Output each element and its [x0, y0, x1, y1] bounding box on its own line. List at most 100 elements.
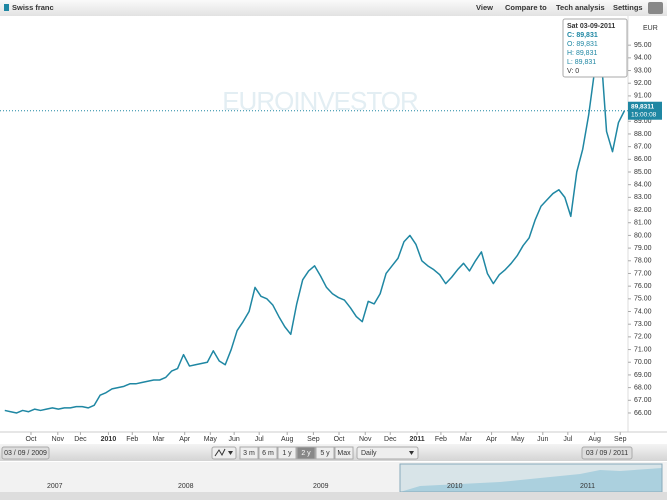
x-tick-label: Mar [152, 436, 165, 443]
chart-type-button[interactable] [211, 446, 237, 460]
y-tick-label: 72.00 [634, 334, 652, 341]
period-buttons: 3 m 6 m 1 y 2 y 5 y Max [239, 446, 354, 460]
interval-select[interactable] [356, 446, 419, 460]
to-date: 03 / 09 / 2011 [586, 450, 628, 457]
menu-item[interactable]: Settings [613, 3, 643, 12]
series-swatch [4, 4, 9, 11]
instrument-title: Swiss franc [12, 3, 54, 12]
x-tick-label: Jul [255, 436, 264, 443]
menu-item[interactable]: Tech analysis [556, 3, 605, 12]
x-tick-label: Jun [229, 436, 240, 443]
plot: 66.00 67.00 68.00 69.00 70.00 71.00 72.00 73.00… [0, 18, 662, 443]
x-tick-label: Nov [52, 436, 65, 443]
y-tick-label: 78.00 [634, 258, 652, 265]
y-tick-label: 68.00 [634, 384, 652, 391]
period-label: 6 m [262, 450, 274, 457]
y-tick-label: 89.00 [634, 118, 652, 125]
x-tick-label: Nov [359, 436, 372, 443]
navigator-area [400, 468, 662, 492]
x-tick-label: Oct [334, 436, 345, 443]
x-tick-label: Feb [126, 436, 138, 443]
y-tick-label: 91.00 [634, 93, 652, 100]
y-tick-label: 93.00 [634, 67, 652, 74]
x-tick-label: May [204, 436, 218, 443]
y-tick-label: 71.00 [634, 346, 652, 353]
x-tick-label: Jul [563, 436, 572, 443]
x-tick-label: May [511, 436, 525, 443]
period-button[interactable] [296, 446, 316, 460]
period-button[interactable] [239, 446, 259, 460]
tooltip-line: C: 89,831 [567, 32, 598, 39]
tooltip-line: O: 89,831 [567, 41, 598, 48]
last-value-price: 89,8311 [631, 103, 655, 110]
period-label: 3 m [243, 450, 255, 457]
tooltip [562, 18, 628, 78]
period-label: 1 y [282, 450, 292, 457]
y-tick-label: 94.00 [634, 55, 652, 62]
interval-label: Daily [361, 450, 377, 457]
period-label: 5 y [320, 450, 330, 457]
to-date-box[interactable] [581, 446, 633, 460]
from-date: 03 / 09 / 2009 [4, 450, 47, 457]
y-tick-label: 95.00 [634, 42, 652, 49]
y-tick-label: 75.00 [634, 296, 652, 303]
currency-label: EUR [643, 25, 658, 32]
last-value-time: 15:00:08 [631, 111, 657, 118]
tooltip-date: Sat 03-09-2011 [567, 23, 615, 30]
top-bar [0, 0, 667, 16]
y-tick-label: 69.00 [634, 372, 652, 379]
y-tick-label: 85.00 [634, 169, 652, 176]
x-tick-label: Mar [460, 436, 473, 443]
y-tick-label: 76.00 [634, 283, 652, 290]
tooltip-line: L: 89,831 [567, 59, 596, 66]
y-tick-label: 84.00 [634, 182, 652, 189]
period-button[interactable] [334, 446, 354, 460]
y-tick-label: 67.00 [634, 397, 652, 404]
y-tick-label: 81.00 [634, 220, 652, 227]
x-tick-label: Aug [588, 436, 601, 443]
navigator-year: 2008 [178, 483, 194, 490]
x-tick-label: Oct [26, 436, 37, 443]
y-tick-label: 66.00 [634, 410, 652, 417]
last-value-box [628, 101, 662, 120]
dropdown-arrow [228, 451, 233, 455]
fullscreen-button[interactable] [648, 2, 663, 14]
x-tick-label: Feb [435, 436, 447, 443]
menu-item[interactable]: View [476, 3, 493, 12]
navigator-year: 2009 [313, 483, 329, 490]
x-tick-label: Jun [537, 436, 548, 443]
price-line [4, 46, 626, 414]
x-tick-label: Sep [614, 436, 627, 443]
y-tick-label: 86.00 [634, 156, 652, 163]
tooltip-line: V: 0 [567, 68, 579, 75]
y-tick-label: 88.00 [634, 131, 652, 138]
chart-type-icon [214, 448, 226, 457]
x-tick-label: Apr [179, 436, 191, 443]
menu-item[interactable]: Compare to [505, 3, 547, 12]
from-date-box[interactable] [1, 446, 50, 460]
y-tick-label: 92.00 [634, 80, 652, 87]
y-tick-label: 74.00 [634, 308, 652, 315]
x-tick-label: Apr [486, 436, 498, 443]
y-tick-label: 80.00 [634, 232, 652, 239]
y-tick-label: 70.00 [634, 359, 652, 366]
period-button[interactable] [277, 446, 297, 460]
period-button[interactable] [258, 446, 278, 460]
y-tick-label: 87.00 [634, 143, 652, 150]
y-tick-label: 79.00 [634, 245, 652, 252]
dropdown-arrow [409, 451, 414, 455]
period-button[interactable] [315, 446, 335, 460]
navigator-year: 2010 [447, 483, 463, 490]
x-tick-label: Dec [384, 436, 397, 443]
period-label: Max [337, 450, 351, 457]
watermark: EUROINVESTOR [222, 86, 418, 116]
y-tick-label: 77.00 [634, 270, 652, 277]
navigator-window[interactable] [399, 463, 663, 493]
period-label: 2 y [301, 450, 311, 457]
navigator-year: 2011 [580, 483, 595, 490]
x-tick-label: Dec [74, 436, 87, 443]
y-tick-label: 73.00 [634, 321, 652, 328]
scrollbar[interactable] [0, 492, 667, 500]
